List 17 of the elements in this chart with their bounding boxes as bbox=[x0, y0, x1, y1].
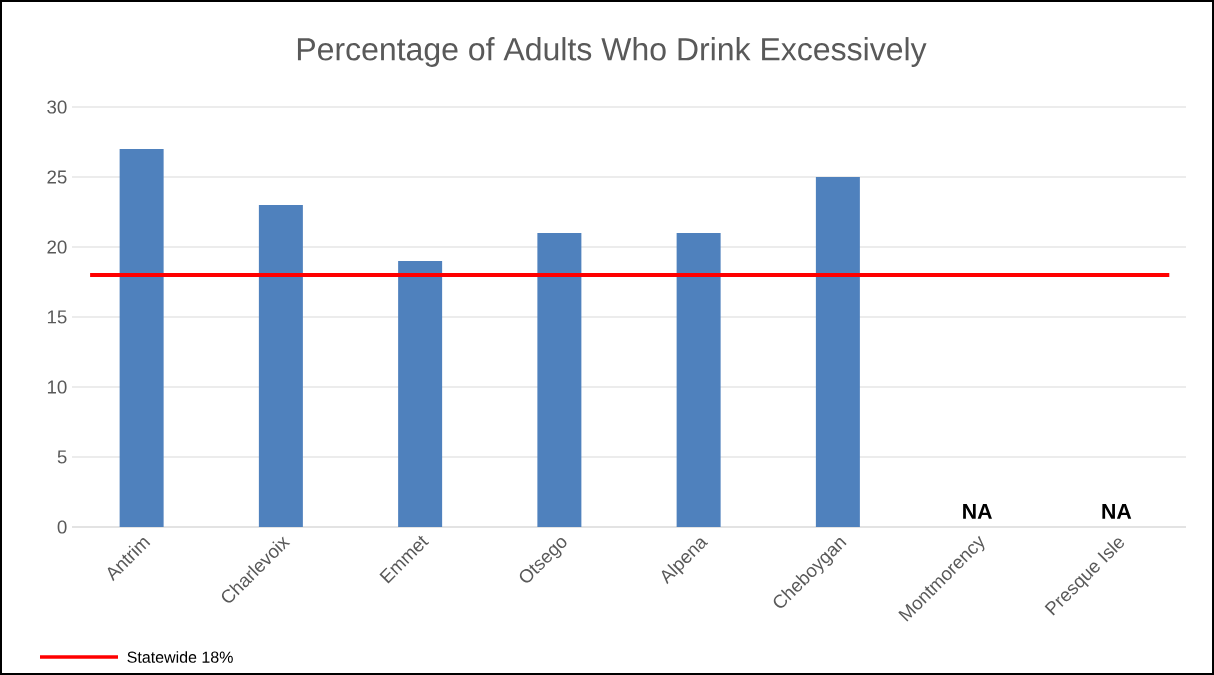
bar bbox=[398, 261, 443, 527]
chart-title: Percentage of Adults Who Drink Excessively bbox=[297, 37, 927, 67]
y-tick-label: 30 bbox=[47, 100, 67, 114]
y-tick-label: 25 bbox=[47, 170, 67, 184]
bar bbox=[119, 149, 164, 527]
y-tick-label: 15 bbox=[47, 310, 67, 324]
bar bbox=[815, 177, 860, 527]
bar bbox=[258, 205, 303, 527]
y-tick-label: 10 bbox=[47, 380, 67, 394]
legend-label: Statewide 18% bbox=[127, 651, 233, 663]
annotation: NA bbox=[963, 504, 992, 519]
bar bbox=[537, 233, 582, 527]
y-tick-label: 20 bbox=[47, 240, 67, 254]
y-tick-label: 0 bbox=[57, 520, 67, 534]
y-tick-label: 5 bbox=[57, 450, 67, 464]
bar bbox=[676, 233, 721, 527]
annotation: NA bbox=[1102, 504, 1132, 519]
